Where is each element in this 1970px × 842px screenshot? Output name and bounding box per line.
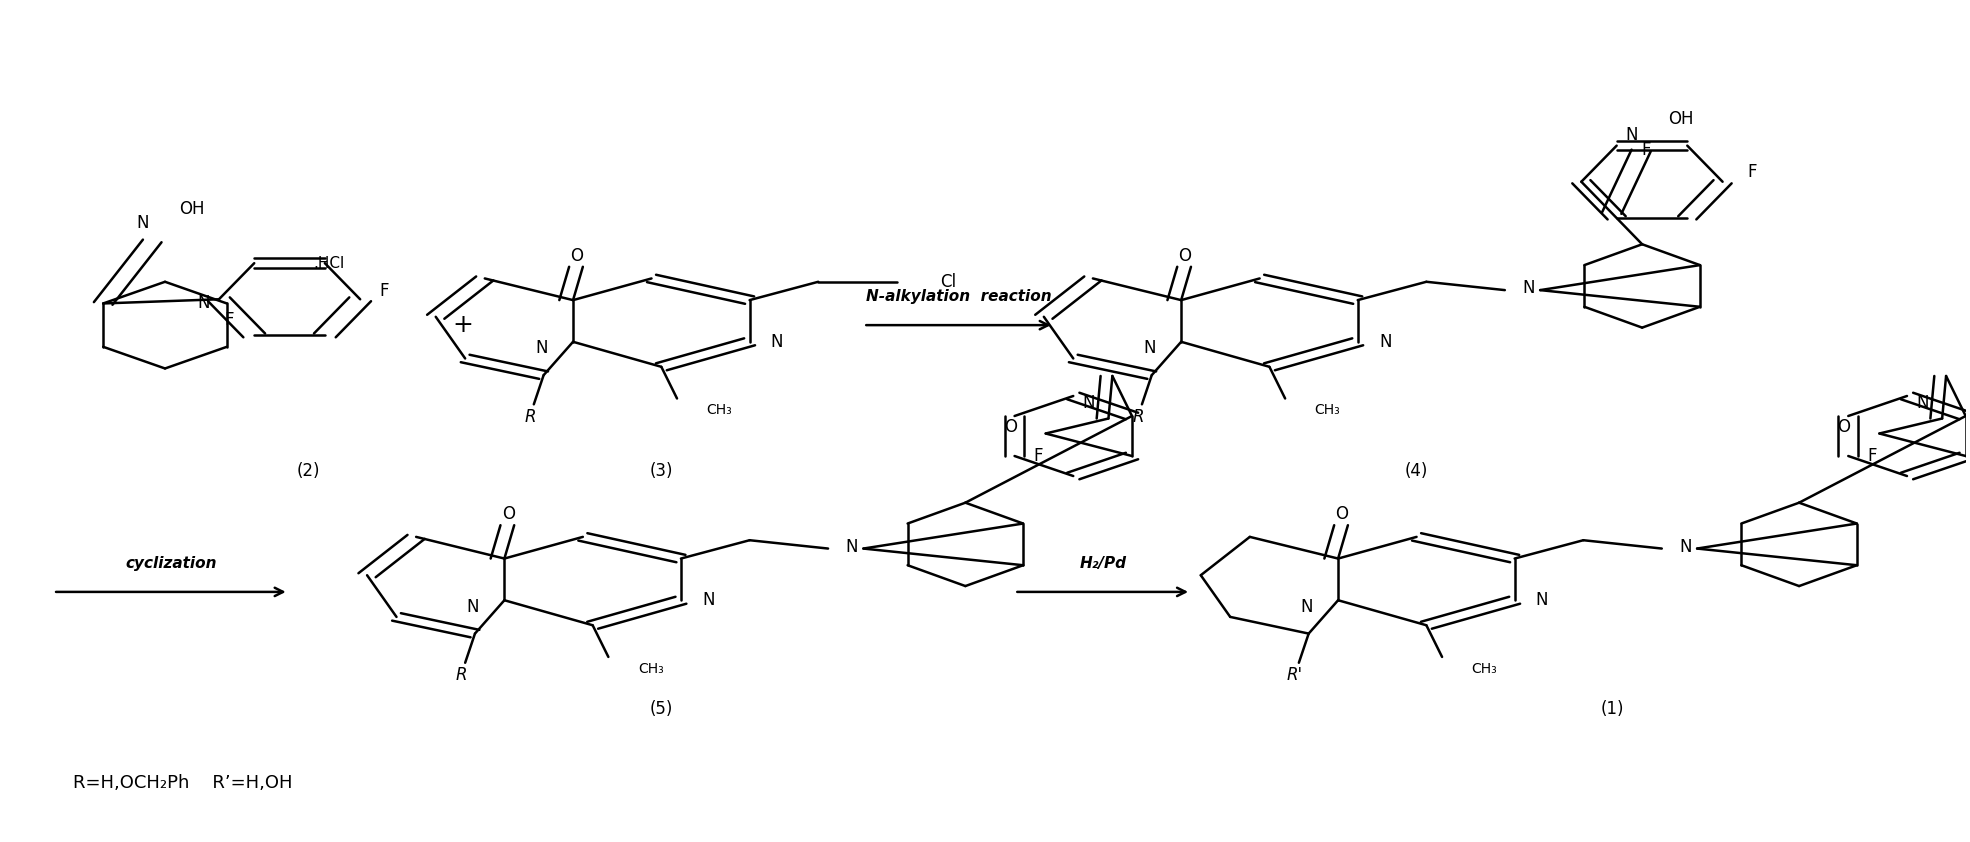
Text: .HCl: .HCl	[313, 256, 345, 270]
Text: O: O	[502, 505, 514, 524]
Text: (2): (2)	[296, 462, 319, 480]
Text: N: N	[1917, 395, 1929, 413]
Text: N: N	[197, 295, 209, 312]
Text: N: N	[1678, 538, 1692, 556]
Text: N: N	[467, 598, 479, 616]
Text: R': R'	[1286, 666, 1302, 685]
Text: OH: OH	[179, 200, 205, 218]
Text: F: F	[1034, 447, 1042, 465]
Text: H₂/Pd: H₂/Pd	[1080, 556, 1127, 571]
Text: F: F	[378, 282, 388, 300]
Text: F: F	[1868, 447, 1877, 465]
Text: O: O	[1005, 418, 1017, 436]
Text: N: N	[770, 333, 784, 351]
Text: N: N	[1537, 591, 1548, 610]
Text: R: R	[524, 408, 536, 426]
Text: CH₃: CH₃	[638, 662, 664, 675]
Text: R: R	[1133, 408, 1145, 426]
Text: N: N	[1523, 280, 1535, 297]
Text: F: F	[225, 312, 234, 329]
Text: (4): (4)	[1405, 462, 1428, 480]
Text: (5): (5)	[650, 700, 674, 717]
Text: N: N	[1625, 126, 1637, 145]
Text: R=H,OCH₂Ph    R’=H,OH: R=H,OCH₂Ph R’=H,OH	[73, 774, 292, 792]
Text: N: N	[701, 591, 715, 610]
Text: CH₃: CH₃	[1472, 662, 1497, 675]
Text: N: N	[1084, 395, 1095, 413]
Text: Cl: Cl	[940, 273, 955, 290]
Text: R: R	[455, 666, 467, 685]
Text: +: +	[453, 313, 473, 337]
Text: CH₃: CH₃	[1314, 403, 1340, 417]
Text: N: N	[845, 538, 857, 556]
Text: F: F	[1747, 163, 1757, 181]
Text: CH₃: CH₃	[707, 403, 733, 417]
Text: (3): (3)	[650, 462, 674, 480]
Text: N: N	[1143, 339, 1156, 358]
Text: N: N	[136, 214, 148, 232]
Text: O: O	[1838, 418, 1850, 436]
Text: O: O	[1178, 247, 1192, 265]
Text: N-alkylation  reaction: N-alkylation reaction	[865, 290, 1052, 304]
Text: F: F	[1641, 141, 1651, 159]
Text: O: O	[1336, 505, 1349, 524]
Text: OH: OH	[1669, 109, 1692, 128]
Text: N: N	[1379, 333, 1391, 351]
Text: N: N	[1300, 598, 1312, 616]
Text: O: O	[571, 247, 583, 265]
Text: N: N	[536, 339, 548, 358]
Text: cyclization: cyclization	[126, 556, 217, 571]
Text: (1): (1)	[1602, 700, 1625, 717]
